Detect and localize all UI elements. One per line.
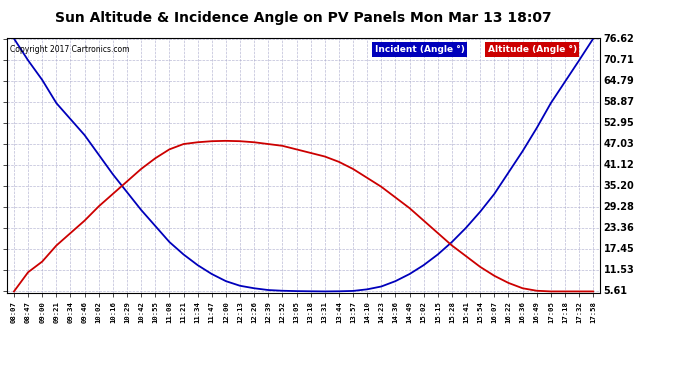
- Text: Sun Altitude & Incidence Angle on PV Panels Mon Mar 13 18:07: Sun Altitude & Incidence Angle on PV Pan…: [55, 11, 552, 25]
- Text: 47.03: 47.03: [604, 139, 635, 149]
- Text: 5.61: 5.61: [604, 286, 628, 296]
- Text: Copyright 2017 Cartronics.com: Copyright 2017 Cartronics.com: [10, 45, 129, 54]
- Text: 52.95: 52.95: [604, 118, 635, 128]
- Text: 35.20: 35.20: [604, 181, 635, 191]
- Text: 23.36: 23.36: [604, 223, 635, 233]
- Text: Incident (Angle °): Incident (Angle °): [375, 45, 464, 54]
- Text: 70.71: 70.71: [604, 55, 635, 64]
- Text: Altitude (Angle °): Altitude (Angle °): [488, 45, 577, 54]
- Text: 64.79: 64.79: [604, 76, 635, 86]
- Text: 41.12: 41.12: [604, 160, 635, 170]
- Text: 76.62: 76.62: [604, 34, 635, 44]
- Text: 11.53: 11.53: [604, 266, 635, 275]
- Text: 17.45: 17.45: [604, 244, 635, 254]
- Text: 29.28: 29.28: [604, 202, 635, 212]
- Text: 58.87: 58.87: [604, 97, 635, 107]
